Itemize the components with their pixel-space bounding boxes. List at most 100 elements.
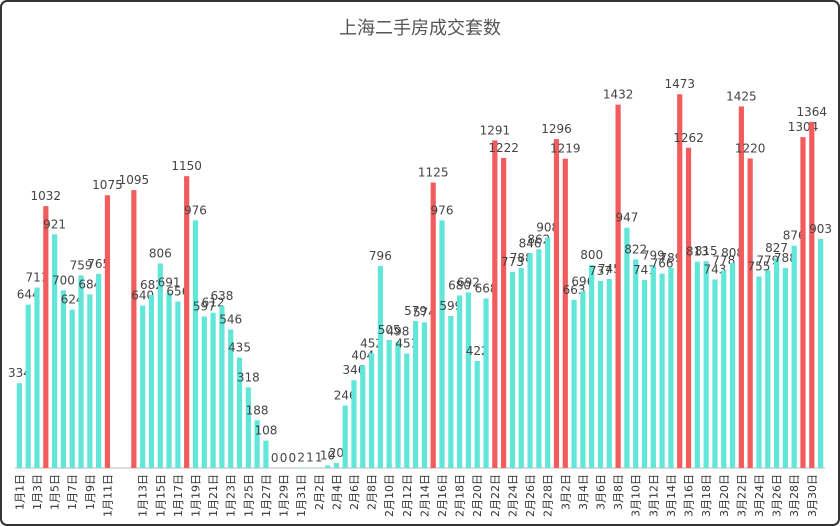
bar: [412, 321, 419, 468]
bar: [685, 147, 692, 468]
value-label: 1075: [92, 178, 123, 192]
value-label: 947: [615, 211, 638, 225]
value-label: 741: [633, 263, 656, 277]
value-label: 755: [748, 259, 771, 273]
value-label: 696: [571, 274, 594, 288]
bar: [703, 261, 709, 468]
bar: [448, 316, 454, 468]
x-tick-label: 1月27日: [260, 474, 273, 517]
value-label: 745: [598, 262, 621, 276]
x-tick-label: 2月24日: [506, 474, 519, 517]
x-tick-label: 2月6日: [348, 474, 361, 510]
value-label: 903: [809, 222, 832, 236]
x-tick-label: 3月10日: [630, 474, 643, 517]
x-tick-label: 3月28日: [788, 474, 801, 517]
value-label: 498: [387, 325, 410, 339]
value-label: 700: [52, 273, 75, 287]
value-label: 788: [510, 251, 533, 265]
value-label: 1220: [735, 141, 766, 155]
bar: [721, 270, 727, 468]
value-label: 20: [329, 446, 344, 460]
value-label: 318: [237, 370, 260, 384]
bar: [52, 234, 58, 468]
x-tick-label: 1月17日: [172, 474, 185, 517]
bar: [562, 158, 568, 468]
value-label: 822: [624, 242, 647, 256]
bar: [430, 182, 436, 468]
value-label: 766: [651, 257, 674, 271]
x-tick-label: 1月7日: [66, 474, 79, 510]
value-label: 10: [320, 448, 335, 462]
value-label: 108: [254, 424, 277, 438]
bar: [69, 309, 75, 468]
value-label: 0: [289, 451, 297, 465]
value-label: 451: [395, 337, 418, 351]
bar: [360, 365, 366, 468]
x-tick-label: 2月2日: [313, 474, 326, 510]
x-tick-label: 1月29日: [278, 474, 291, 517]
value-label: 789: [659, 251, 682, 265]
x-tick-label: 3月12日: [647, 474, 660, 517]
bar: [25, 304, 31, 468]
bar: [60, 290, 67, 468]
value-label: 976: [184, 203, 207, 217]
x-tick-label: 2月10日: [383, 474, 396, 517]
x-tick-label: 3月20日: [718, 474, 731, 517]
value-label: 435: [228, 341, 251, 355]
value-label: 422: [466, 344, 489, 358]
chart-title: 上海二手房成交套数: [339, 18, 501, 39]
bar: [729, 262, 736, 468]
value-label: 862: [527, 232, 550, 246]
value-label: 815: [695, 244, 718, 258]
bar: [782, 268, 788, 468]
bar: [395, 341, 401, 468]
value-label: 638: [210, 289, 233, 303]
bar: [641, 279, 648, 468]
bar: [175, 301, 181, 468]
bar: [404, 353, 410, 468]
bar: [738, 106, 744, 468]
x-tick-label: 1月19日: [189, 474, 202, 517]
x-tick-label: 1月23日: [225, 474, 238, 517]
value-label: 778: [712, 254, 735, 268]
x-tick-label: 1月1日: [13, 474, 26, 510]
value-label: 188: [246, 403, 269, 417]
bar: [765, 270, 771, 468]
value-label: 663: [563, 283, 586, 297]
bar: [817, 238, 824, 468]
value-label: 2: [297, 450, 305, 464]
value-label: 656: [166, 285, 189, 299]
value-label: 1032: [31, 189, 62, 203]
bar: [615, 104, 621, 468]
bar: [157, 263, 163, 468]
x-tick-label: 2月22日: [489, 474, 502, 517]
value-label: 788: [774, 251, 797, 265]
bar: [809, 121, 815, 468]
bar: [580, 291, 586, 468]
bar: [184, 176, 190, 468]
x-tick-label: 2月4日: [330, 474, 343, 510]
value-label: 691: [158, 276, 181, 290]
bar: [501, 157, 507, 469]
x-tick-label: 3月26日: [771, 474, 784, 517]
x-tick-label: 1月31日: [295, 474, 308, 517]
value-label: 773: [501, 255, 524, 269]
value-label: 1: [306, 451, 314, 465]
value-label: 599: [439, 299, 462, 313]
value-label: 680: [448, 278, 471, 292]
x-tick-label: 1月15日: [154, 474, 167, 517]
bar: [368, 353, 375, 468]
value-label: 346: [343, 363, 366, 377]
bar: [104, 195, 111, 468]
value-label: 1296: [541, 122, 572, 136]
bar: [78, 275, 84, 468]
bar: [254, 420, 260, 468]
value-label: 1262: [673, 131, 704, 145]
value-label: 404: [351, 348, 374, 362]
value-label: 640: [131, 289, 154, 303]
value-label: 597: [193, 300, 216, 314]
value-label: 806: [149, 246, 172, 260]
bar: [333, 462, 339, 468]
value-label: 334: [8, 366, 31, 380]
